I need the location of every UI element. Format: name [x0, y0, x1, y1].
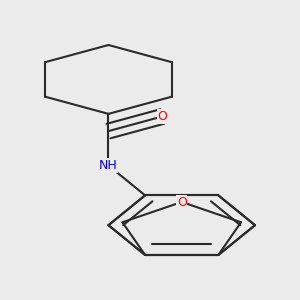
Text: NH: NH [99, 159, 118, 172]
Text: O: O [177, 196, 187, 208]
Text: O: O [158, 110, 167, 123]
